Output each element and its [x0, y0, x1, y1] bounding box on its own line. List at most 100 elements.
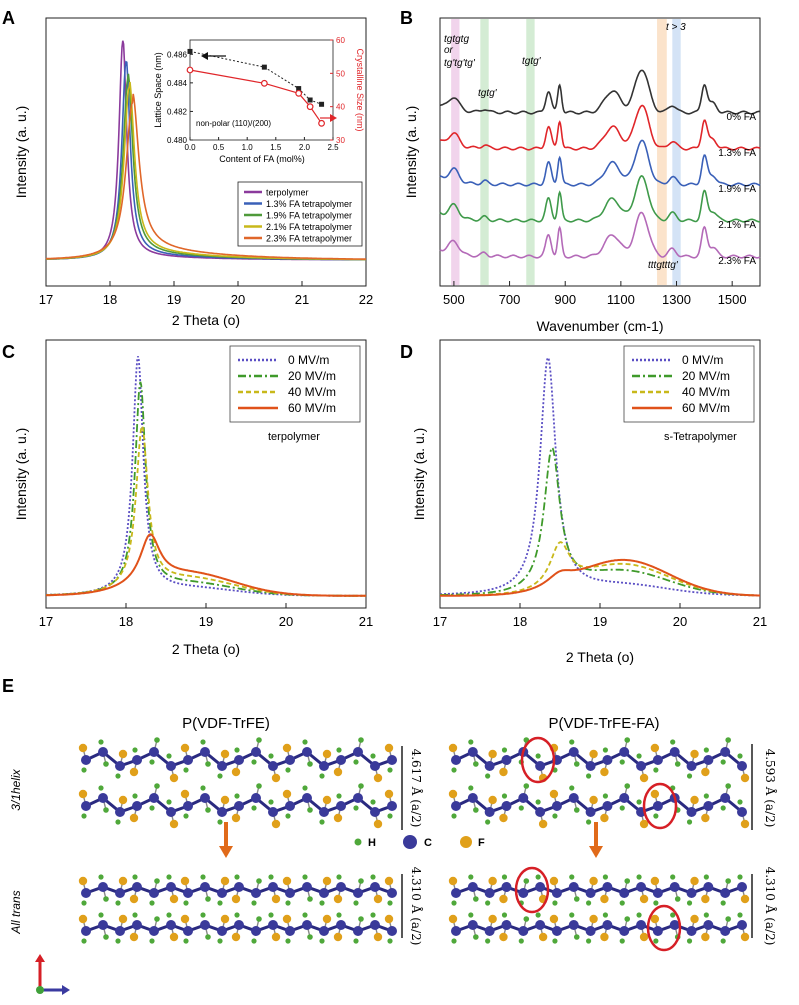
fluorine-atom [690, 749, 699, 759]
panel-b-series-3 [439, 175, 760, 223]
inset-crystal-point [260, 79, 268, 87]
panel-d-series-3 [440, 558, 760, 597]
panel-d-curves [439, 355, 760, 597]
hydrogen-atom [451, 767, 457, 773]
hydrogen-atom [725, 737, 731, 743]
hydrogen-atom [370, 912, 376, 918]
carbon-atom [686, 926, 697, 936]
hydrogen-atom [98, 785, 104, 791]
hydrogen-atom [585, 773, 592, 779]
fluorine-atom [129, 894, 139, 904]
legend-label: 40 MV/m [288, 385, 336, 399]
inset-x-tick-label: 0.0 [184, 143, 196, 152]
carbon-atom [268, 920, 278, 930]
hydrogen-atom [523, 783, 530, 789]
hydrogen-atom [501, 747, 508, 753]
chain-backbone [455, 923, 743, 933]
carbon-atom [81, 888, 91, 898]
hydrogen-atom [256, 783, 262, 789]
panel-b-ylabel: Intensity (a. u.) [403, 106, 419, 199]
fluorine-atom [499, 932, 508, 942]
carbon-atom [619, 926, 630, 936]
hydrogen-atom [573, 761, 580, 767]
carbon-atom [183, 755, 193, 765]
inset-left-arrowhead [201, 52, 208, 60]
carbon-atom [98, 747, 108, 757]
panel-b-series-0 [439, 69, 761, 115]
panel-d-x-ticks: 17 18 19 20 21 [433, 603, 767, 629]
fluorine-atom [499, 894, 508, 904]
hydrogen-atom [737, 874, 743, 880]
panel-a-x-tick-label: 19 [167, 292, 181, 307]
carbon-atom [319, 807, 329, 817]
hydrogen-atom [636, 912, 642, 918]
fluorine-atom [220, 876, 230, 886]
panel-c-series-3 [46, 533, 366, 597]
panel-c-x-ticks: 17 18 19 20 21 [39, 603, 373, 629]
panel-b-x-tick-label: 700 [499, 292, 521, 307]
carbon-atom [568, 920, 579, 930]
inset-xlabel: Content of FA (mol%) [219, 154, 305, 164]
carbon-atom [484, 926, 495, 936]
carbon-atom [81, 755, 91, 765]
carbon-atom [200, 882, 210, 892]
dist-label-right-bottom: 4.310 Å (a/2) [763, 867, 778, 946]
hydrogen-atom [358, 737, 364, 743]
fluorine-atom [549, 876, 559, 886]
carbon-atom [484, 888, 495, 898]
carbon-atom [353, 747, 363, 757]
legend-f-atom [460, 836, 472, 848]
hydrogen-atom [268, 874, 274, 880]
fluorine-atom [589, 795, 598, 805]
hydrogen-atom [154, 878, 160, 884]
panel-b-annot-tttg: tttgtttg' [648, 260, 679, 271]
fluorine-atom [118, 749, 128, 759]
legend-label: 40 MV/m [682, 385, 730, 399]
panel-d-series-0 [440, 355, 760, 597]
panel-b-frame [439, 17, 761, 287]
carbon-atom [285, 801, 295, 811]
hydrogen-atom [319, 938, 325, 944]
hydrogen-atom [501, 874, 508, 880]
hydrogen-atom [737, 912, 743, 918]
hydrogen-atom [670, 874, 676, 880]
carbon-atom [183, 926, 193, 936]
hydrogen-atom [674, 761, 681, 767]
fluorine-atom [701, 894, 710, 904]
hydrogen-atom [81, 813, 87, 819]
hydrogen-atom [115, 900, 121, 906]
fluorine-atom [129, 932, 139, 942]
hydrogen-atom [307, 896, 313, 902]
fluorine-atom [322, 914, 332, 924]
hydrogen-atom [234, 912, 240, 918]
carbon-atom [652, 888, 663, 898]
panel-b-x-tick-label: 500 [443, 292, 465, 307]
carbon-atom [81, 926, 91, 936]
hydrogen-atom [166, 912, 172, 918]
hydrogen-atom [217, 819, 223, 825]
legend-label: 20 MV/m [682, 369, 730, 383]
fluorine-atom [448, 876, 458, 886]
panel-d-xlabel: 2 Theta (o) [566, 649, 634, 665]
carbon-atom [302, 793, 312, 803]
inset-x-tick-label: 1.0 [242, 143, 254, 152]
hydrogen-atom [552, 900, 558, 906]
hydrogen-atom [319, 900, 325, 906]
carbon-atom [501, 801, 512, 811]
hydrogen-atom [451, 938, 457, 944]
fluorine-atom [180, 743, 190, 753]
carbon-atom [535, 807, 546, 817]
carbon-atom [568, 793, 579, 803]
fluorine-atom [271, 773, 281, 783]
hydrogen-atom [468, 874, 474, 880]
panel-a-legend-label: 2.3% FA tetrapolymer [266, 234, 352, 244]
carbon-atom [602, 755, 613, 765]
panel-c-ylabel: Intensity (a. u.) [13, 428, 29, 521]
hydrogen-atom [686, 900, 693, 906]
carbon-atom [336, 920, 346, 930]
hydrogen-atom [154, 783, 160, 789]
legend-box [623, 345, 755, 423]
fluorine-atom [220, 914, 230, 924]
hydrogen-atom [535, 874, 541, 880]
panel-a-inset: 0.0 0.5 1.0 1.5 2.0 2.5 0.480 0.482 0.484 0.486 30… [153, 36, 365, 164]
